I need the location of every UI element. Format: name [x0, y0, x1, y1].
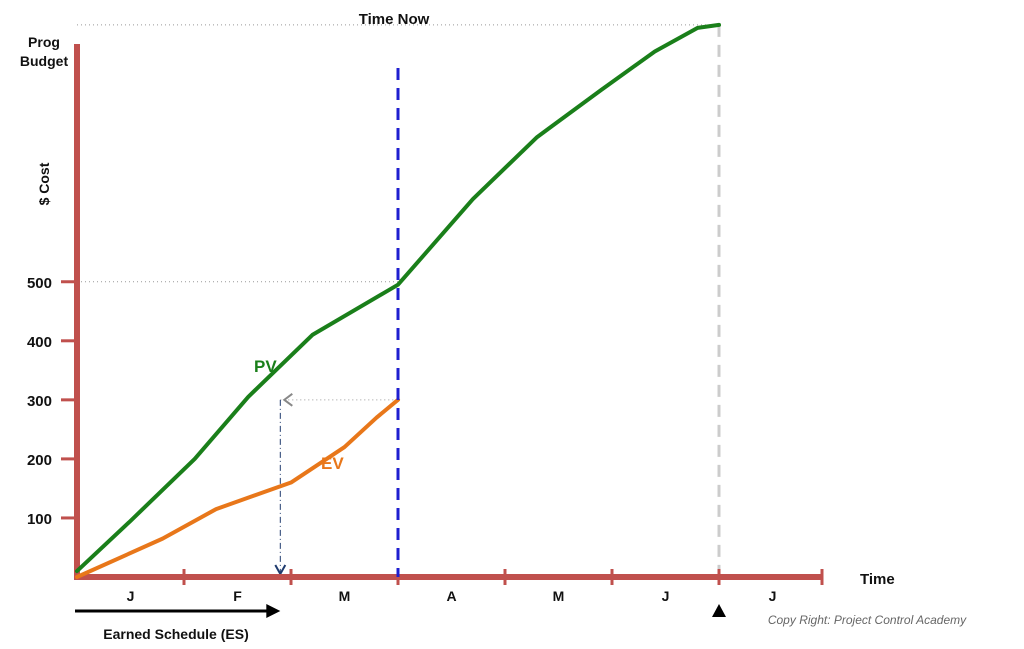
earned-schedule-label: Earned Schedule (ES)	[103, 626, 248, 642]
ev-label: EV	[321, 454, 344, 473]
x-axis-label: Time	[860, 571, 895, 588]
pv-intersection-arrowhead	[282, 393, 293, 407]
month-label-3: M	[339, 588, 351, 604]
y-top-label-line1: Prog	[28, 34, 60, 50]
y-tick-label-100: 100	[27, 511, 52, 528]
time-now-label: Time Now	[359, 11, 430, 28]
month-label-1: J	[127, 588, 135, 604]
month-label-4: A	[446, 588, 456, 604]
y-axis-label: $ Cost	[36, 162, 52, 205]
copyright-note: Copy Right: Project Control Academy	[768, 613, 967, 627]
y-top-label-line2: Budget	[20, 53, 69, 69]
y-tick-label-400: 400	[27, 334, 52, 351]
y-tick-label-500: 500	[27, 275, 52, 292]
pv-label: PV	[254, 357, 277, 376]
completion-marker-triangle	[712, 604, 726, 617]
es-arrowhead	[266, 604, 281, 618]
series-pv-line	[75, 22, 721, 574]
series-ev-line	[75, 397, 400, 579]
month-label-2: F	[233, 588, 242, 604]
month-label-7: J	[769, 588, 777, 604]
y-tick-label-300: 300	[27, 393, 52, 410]
month-label-6: J	[662, 588, 670, 604]
y-tick-label-200: 200	[27, 452, 52, 469]
month-label-5: M	[553, 588, 565, 604]
